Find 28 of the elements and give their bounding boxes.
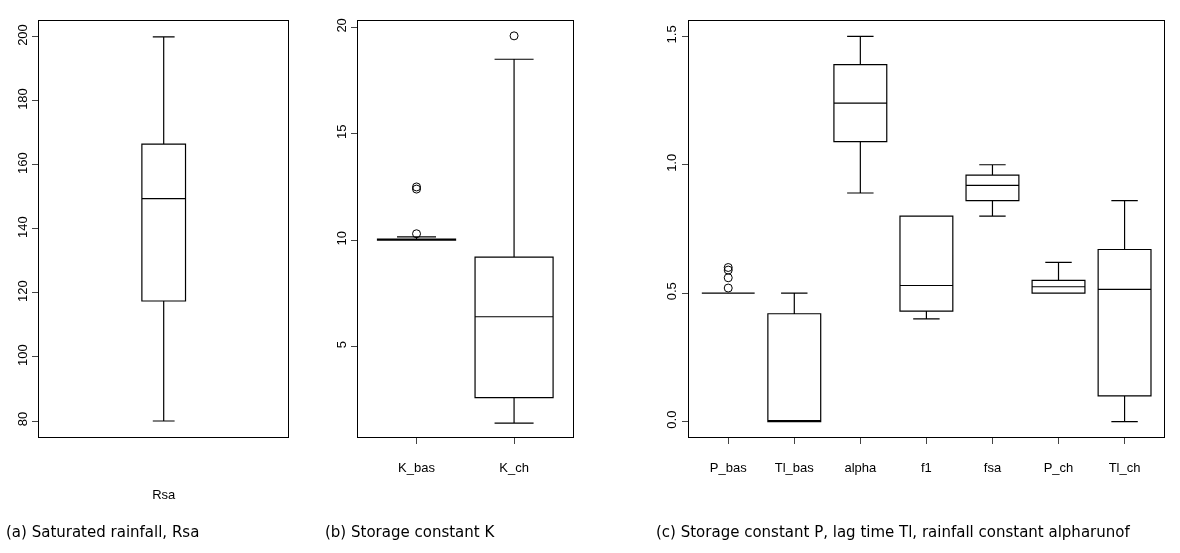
x-tick-label: K_ch <box>499 459 529 475</box>
text: (b) Storage constant K <box>325 523 496 541</box>
x-tick-label: P_bas <box>709 459 748 475</box>
y-tick-label: 20 <box>333 18 349 33</box>
y-tick-label: 180 <box>14 88 30 110</box>
y-tick-label: 100 <box>14 344 30 366</box>
x-tick-label: Tl_bas <box>774 459 815 475</box>
y-tick-label: 1.5 <box>664 25 680 44</box>
y-tick-label: 0.5 <box>664 282 680 301</box>
y-tick-label: 15 <box>333 124 349 140</box>
y-tick-label: 5 <box>333 340 349 349</box>
x-tick-label: P_ch <box>1043 459 1074 475</box>
x-tick-label: Rsa <box>152 486 177 502</box>
x-tick-label: K_bas <box>398 459 436 475</box>
text: (a) Saturated rainfall, Rsa <box>6 523 200 541</box>
x-tick-label: alpha <box>844 459 878 475</box>
y-tick-label: 1.0 <box>664 153 680 172</box>
x-tick-label: fsa <box>983 459 1002 475</box>
x-tick-label: Tl_ch <box>1108 459 1141 475</box>
text: (c) Storage constant P, lag time Tl, rainfall constant alpharunof <box>656 523 1131 541</box>
y-tick-label: 120 <box>14 280 30 302</box>
y-tick-label: 80 <box>14 411 30 427</box>
y-tick-label: 10 <box>333 230 349 246</box>
y-tick-label: 140 <box>14 216 30 238</box>
y-tick-label: 160 <box>14 152 30 174</box>
y-tick-label: 0.0 <box>664 410 680 429</box>
x-tick-label: f1 <box>920 459 932 475</box>
y-tick-label: 200 <box>14 24 30 46</box>
